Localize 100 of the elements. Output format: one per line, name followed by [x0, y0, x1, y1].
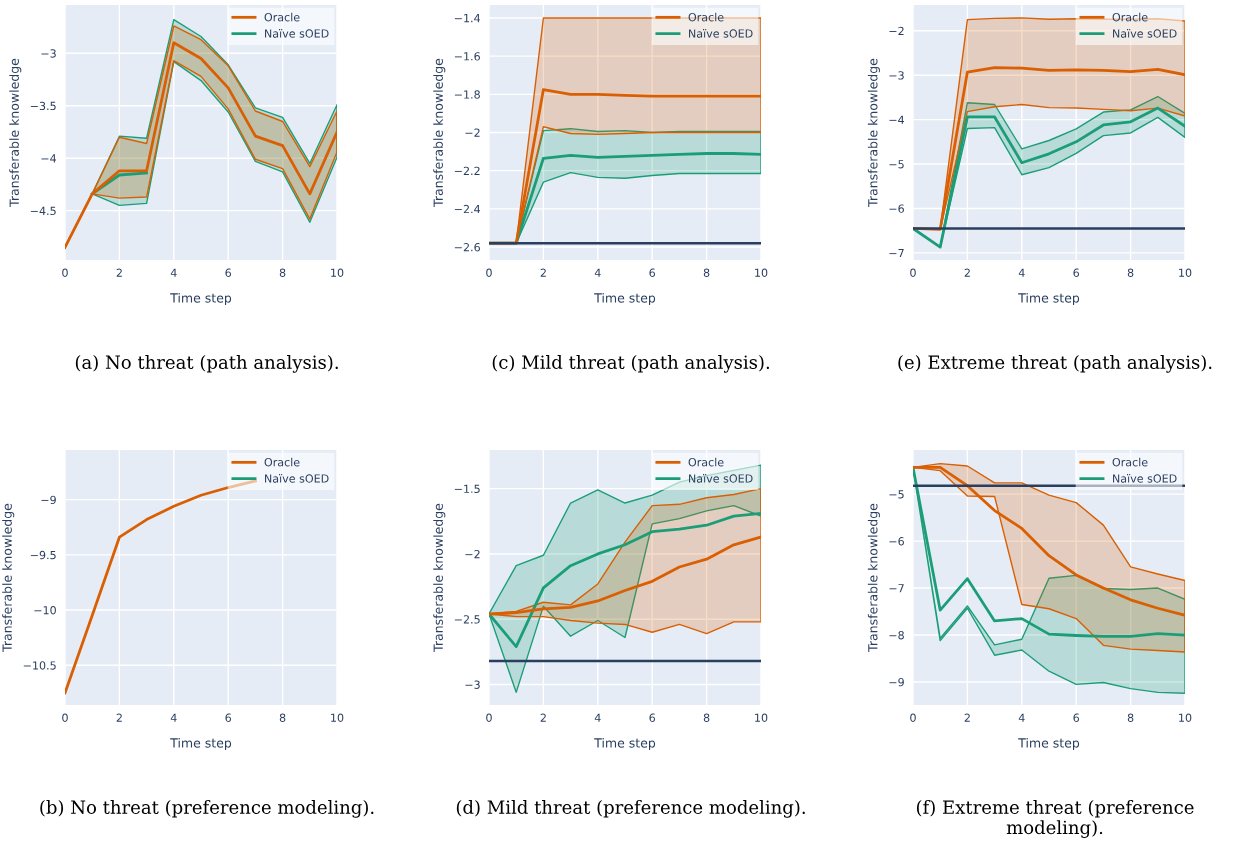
line-series	[489, 88, 761, 245]
x-tick-label: 4	[170, 713, 177, 722]
x-tick-label: 4	[594, 268, 601, 277]
y-tick-label: −9.5	[30, 550, 56, 560]
x-axis-title: Time step	[594, 737, 656, 751]
legend-label: Oracle	[1112, 457, 1148, 467]
x-tick-label: 4	[170, 268, 177, 277]
legend-label: Naïve sOED	[1113, 29, 1177, 38]
x-tick-label: 8	[1127, 713, 1134, 722]
y-axis-title: Transferable knowledge	[2, 503, 15, 652]
y-axis-title: Transferable knowledge	[867, 503, 880, 652]
x-tick-label: 0	[62, 268, 68, 277]
legend-label: Naïve sOED	[1113, 474, 1177, 483]
line-series	[489, 512, 761, 649]
text: (a) No threat (path analysis).	[75, 355, 338, 373]
x-axis-title: Time step	[1018, 737, 1080, 751]
x-tick-label: 4	[594, 713, 601, 722]
y-tick-label: −1.5	[454, 484, 480, 494]
x-tick-label: 0	[486, 268, 492, 277]
line-series	[489, 535, 761, 616]
legend-label: Naïve sOED	[265, 29, 329, 38]
x-tick-label: 8	[1127, 268, 1134, 277]
x-tick-label: 0	[486, 713, 492, 722]
legend-label: Naïve sOED	[689, 29, 753, 38]
x-tick-label: 2	[116, 713, 122, 722]
x-tick-label: 10	[755, 713, 768, 722]
y-axis-title: Transferable knowledge	[433, 503, 446, 652]
y-tick-label: −3.5	[30, 101, 56, 111]
legend-label: Oracle	[264, 457, 300, 467]
x-axis-title: Time step	[594, 292, 656, 306]
y-tick-label: −6	[889, 204, 904, 213]
y-tick-label: −4.5	[30, 206, 56, 216]
x-axis-title: Time step	[170, 737, 232, 751]
y-tick-label: −3	[465, 680, 480, 689]
x-axis-title: Time step	[170, 292, 232, 306]
y-tick-label: −5	[889, 160, 904, 169]
y-tick-label: −6	[889, 537, 904, 546]
y-tick-label: −10.5	[23, 661, 56, 670]
y-tick-label: −4	[889, 115, 905, 124]
x-tick-label: 6	[1073, 713, 1080, 722]
y-tick-label: −10	[34, 606, 56, 615]
legend-label: Oracle	[264, 12, 300, 22]
text: (b) No threat (preference modeling).	[40, 800, 374, 818]
y-tick-label: −7	[889, 584, 904, 593]
line-series	[65, 479, 257, 695]
y-tick-label: −2	[465, 128, 480, 137]
x-tick-label: 8	[279, 713, 286, 722]
x-tick-label: 6	[225, 713, 232, 722]
x-tick-label: 8	[279, 268, 286, 277]
x-tick-label: 4	[1018, 713, 1025, 722]
x-tick-label: 8	[703, 268, 710, 277]
x-tick-label: 10	[1179, 713, 1192, 722]
y-tick-label: −2.5	[454, 615, 480, 624]
y-tick-label: −3	[889, 71, 904, 80]
text: (f) Extreme threat (preference modeling).	[916, 800, 1194, 838]
legend-label: Oracle	[688, 12, 724, 22]
x-tick-label: 2	[964, 713, 970, 722]
x-tick-label: 10	[1179, 268, 1192, 277]
y-tick-label: −9	[41, 495, 56, 505]
x-tick-label: 4	[1018, 268, 1025, 277]
x-tick-label: 6	[649, 268, 656, 277]
x-tick-label: 2	[116, 268, 122, 277]
x-tick-label: 10	[331, 268, 344, 277]
x-axis-title: Time step	[1018, 292, 1080, 306]
text: (d) Mild threat (preference modeling).	[456, 800, 805, 818]
y-tick-label: −5	[889, 490, 904, 499]
y-tick-label: −7	[889, 249, 904, 258]
legend-label: Oracle	[688, 457, 724, 467]
x-tick-label: 6	[649, 713, 656, 722]
x-tick-label: 10	[755, 268, 768, 277]
y-tick-label: −2	[465, 549, 480, 559]
text: (c) Mild threat (path analysis).	[492, 355, 770, 373]
x-tick-label: 2	[540, 268, 546, 277]
y-tick-label: −2.6	[454, 243, 480, 252]
y-tick-label: −9	[889, 677, 904, 687]
y-tick-label: −4	[41, 154, 57, 163]
y-axis-title: Transferable knowledge	[9, 58, 22, 207]
legend-label: Naïve sOED	[265, 474, 329, 483]
y-tick-label: −1.4	[454, 14, 481, 23]
y-axis-title: Transferable knowledge	[433, 58, 446, 207]
legend-label: Oracle	[1112, 12, 1148, 22]
x-tick-label: 10	[331, 713, 344, 722]
x-tick-label: 6	[1073, 268, 1080, 277]
legend-label: Naïve sOED	[689, 474, 753, 483]
x-tick-label: 0	[910, 268, 916, 277]
y-tick-label: −8	[889, 631, 904, 640]
x-tick-label: 0	[910, 713, 916, 722]
x-tick-label: 2	[964, 268, 970, 277]
y-tick-label: −1.6	[454, 52, 480, 61]
x-tick-label: 0	[62, 713, 68, 722]
y-tick-label: −2.4	[454, 204, 481, 214]
x-tick-label: 8	[703, 713, 710, 722]
x-tick-label: 6	[225, 268, 232, 277]
y-tick-label: −3	[41, 49, 56, 58]
y-tick-label: −2.2	[454, 166, 480, 175]
y-tick-label: −1.8	[454, 90, 480, 99]
y-axis-title: Transferable knowledge	[867, 58, 880, 207]
text: (e) Extreme threat (path analysis).	[898, 355, 1212, 373]
y-tick-label: −2	[889, 26, 904, 35]
x-tick-label: 2	[540, 713, 546, 722]
